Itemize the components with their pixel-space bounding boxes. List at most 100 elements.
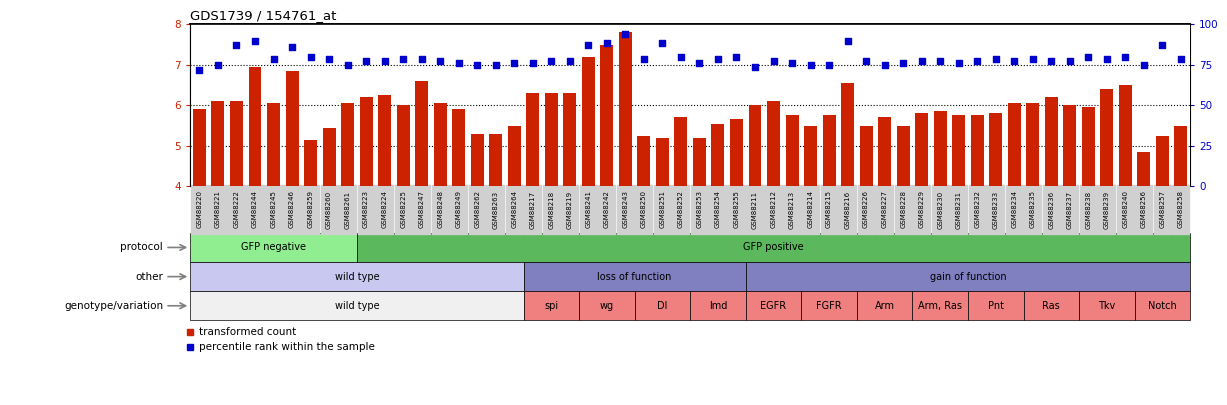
Point	[227, 41, 247, 48]
Bar	[634, 291, 690, 320]
Bar	[968, 291, 1023, 320]
Point	[763, 58, 783, 64]
Point	[820, 62, 839, 68]
Point	[1079, 53, 1098, 60]
Point	[337, 62, 357, 68]
Bar	[1026, 103, 1039, 348]
Point	[1023, 55, 1043, 62]
Point	[1134, 62, 1153, 68]
Point	[726, 53, 746, 60]
Point	[745, 64, 764, 70]
Text: loss of function: loss of function	[598, 272, 672, 281]
Bar	[952, 115, 966, 348]
Bar	[915, 113, 928, 348]
Bar	[785, 115, 799, 348]
Text: Arm: Arm	[875, 301, 894, 311]
Bar	[323, 128, 335, 348]
Point	[578, 41, 598, 48]
Bar	[989, 113, 1002, 348]
Point	[486, 62, 506, 68]
Bar	[508, 126, 520, 348]
Point	[209, 62, 228, 68]
Bar	[360, 97, 373, 348]
Bar	[879, 117, 891, 348]
Bar	[656, 138, 669, 348]
Bar	[842, 83, 854, 348]
Bar	[304, 140, 317, 348]
Point	[467, 62, 487, 68]
Bar	[563, 93, 577, 348]
Point	[1060, 58, 1080, 64]
Text: Dl: Dl	[658, 301, 667, 311]
Point	[1171, 55, 1190, 62]
Point	[431, 58, 450, 64]
Text: spi: spi	[545, 301, 558, 311]
Point	[301, 53, 320, 60]
Point	[948, 60, 968, 66]
Point	[282, 43, 302, 50]
Point	[893, 60, 913, 66]
Point	[190, 66, 210, 73]
Text: percentile rank within the sample: percentile rank within the sample	[199, 342, 374, 352]
Point	[504, 60, 524, 66]
Point	[838, 37, 858, 44]
Bar	[249, 67, 261, 348]
Bar	[396, 105, 410, 348]
Bar	[190, 262, 524, 291]
Point	[801, 62, 821, 68]
Point	[634, 55, 654, 62]
Text: GFP positive: GFP positive	[744, 243, 804, 252]
Point	[394, 55, 413, 62]
Bar	[1007, 103, 1021, 348]
Bar	[730, 119, 744, 348]
Point	[653, 39, 672, 46]
Point	[1042, 58, 1061, 64]
Bar	[913, 291, 968, 320]
Bar	[712, 124, 724, 348]
Bar	[229, 101, 243, 348]
Text: GFP negative: GFP negative	[240, 243, 306, 252]
Text: Arm, Ras: Arm, Ras	[918, 301, 962, 311]
Text: Pnt: Pnt	[988, 301, 1004, 311]
Point	[523, 60, 542, 66]
Text: wg: wg	[600, 301, 614, 311]
Bar	[860, 126, 872, 348]
Text: gain of function: gain of function	[930, 272, 1006, 281]
Bar	[453, 109, 465, 348]
Point	[930, 58, 950, 64]
Point	[1152, 41, 1172, 48]
Bar	[1079, 291, 1135, 320]
Point	[319, 55, 339, 62]
Bar	[690, 291, 746, 320]
Text: transformed count: transformed count	[199, 327, 296, 337]
Bar	[746, 262, 1190, 291]
Text: genotype/variation: genotype/variation	[64, 301, 163, 311]
Point	[264, 55, 283, 62]
Text: Tkv: Tkv	[1098, 301, 1115, 311]
Bar	[600, 45, 614, 348]
Bar	[582, 57, 595, 348]
Point	[560, 58, 579, 64]
Text: Ras: Ras	[1043, 301, 1060, 311]
Point	[875, 62, 894, 68]
Bar	[971, 115, 984, 348]
Text: lmd: lmd	[709, 301, 728, 311]
Point	[856, 58, 876, 64]
Text: wild type: wild type	[335, 272, 379, 281]
Bar	[341, 103, 355, 348]
Text: other: other	[135, 272, 163, 281]
Bar	[545, 93, 558, 348]
Bar	[748, 105, 762, 348]
Bar	[490, 134, 502, 348]
Point	[412, 55, 432, 62]
Bar	[1023, 291, 1079, 320]
Bar	[1156, 136, 1169, 348]
Bar	[190, 291, 524, 320]
Bar	[1101, 89, 1113, 348]
Text: wild type: wild type	[335, 301, 379, 311]
Point	[598, 39, 617, 46]
Point	[1005, 58, 1025, 64]
Bar	[693, 138, 706, 348]
Bar	[822, 115, 836, 348]
Bar	[526, 93, 539, 348]
